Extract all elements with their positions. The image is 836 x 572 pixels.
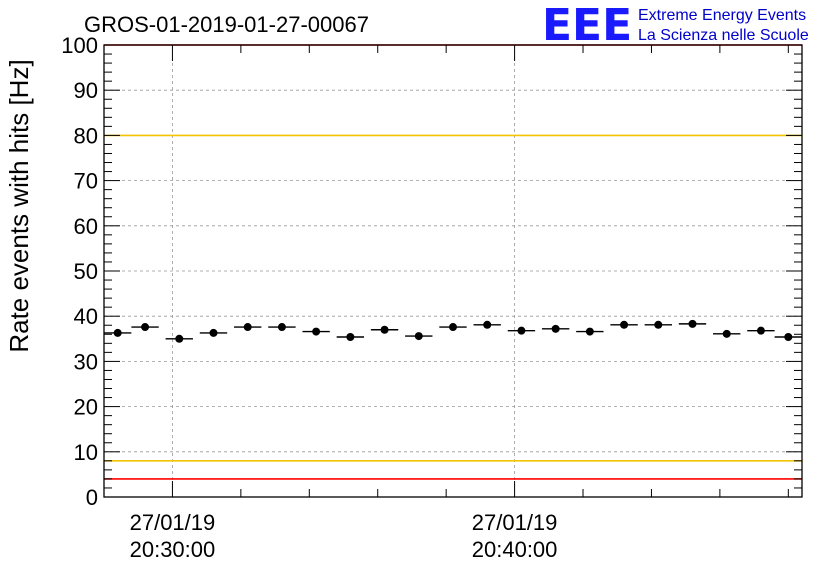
data-point	[517, 326, 526, 335]
data-point	[483, 320, 492, 329]
y-tick-label: 30	[74, 349, 98, 374]
reference-lines	[104, 44, 802, 480]
data-point	[551, 324, 560, 333]
x-tick-date: 27/01/19	[472, 510, 558, 535]
y-tick-label: 20	[74, 395, 98, 420]
data-point	[243, 323, 252, 332]
x-tick-time: 20:30:00	[130, 537, 216, 562]
data-point	[688, 319, 697, 328]
y-tick-label: 50	[74, 259, 98, 284]
x-tick-date: 27/01/19	[130, 510, 216, 535]
data-point	[113, 328, 122, 337]
y-tick-label: 90	[74, 78, 98, 103]
y-tick-label: 70	[74, 169, 98, 194]
y-tick-label: 0	[86, 485, 98, 510]
logo-line-1: Extreme Energy Events	[638, 7, 806, 24]
data-point	[141, 323, 150, 332]
data-points	[104, 319, 802, 343]
y-tick-label: 40	[74, 304, 98, 329]
data-point	[277, 323, 286, 332]
data-point	[414, 332, 423, 341]
data-point	[175, 334, 184, 343]
data-point	[312, 327, 321, 336]
data-point	[620, 320, 629, 329]
data-point	[784, 332, 793, 341]
data-point	[756, 326, 765, 335]
y-tick-label: 100	[61, 33, 98, 58]
data-point	[449, 323, 457, 332]
data-point	[722, 329, 731, 338]
eee-logo: EEE Extreme Energy Events La Scienza nel…	[542, 0, 809, 51]
data-point	[654, 320, 663, 329]
axes: 010203040506070809010027/01/1920:30:0027…	[61, 33, 802, 562]
logo-mark: EEE	[542, 0, 632, 51]
y-tick-label: 80	[74, 123, 98, 148]
y-axis-label: Rate events with hits [Hz]	[4, 59, 34, 352]
data-point	[585, 327, 594, 336]
y-tick-label: 60	[74, 214, 98, 239]
data-point	[346, 332, 355, 341]
grid	[104, 44, 802, 498]
y-tick-label: 10	[74, 440, 98, 465]
data-point	[209, 328, 218, 337]
data-point	[380, 325, 389, 334]
chart-title: GROS-01-2019-01-27-00067	[84, 12, 369, 37]
logo-line-2: La Scienza nelle Scuole	[638, 27, 809, 44]
x-tick-time: 20:40:00	[472, 537, 558, 562]
